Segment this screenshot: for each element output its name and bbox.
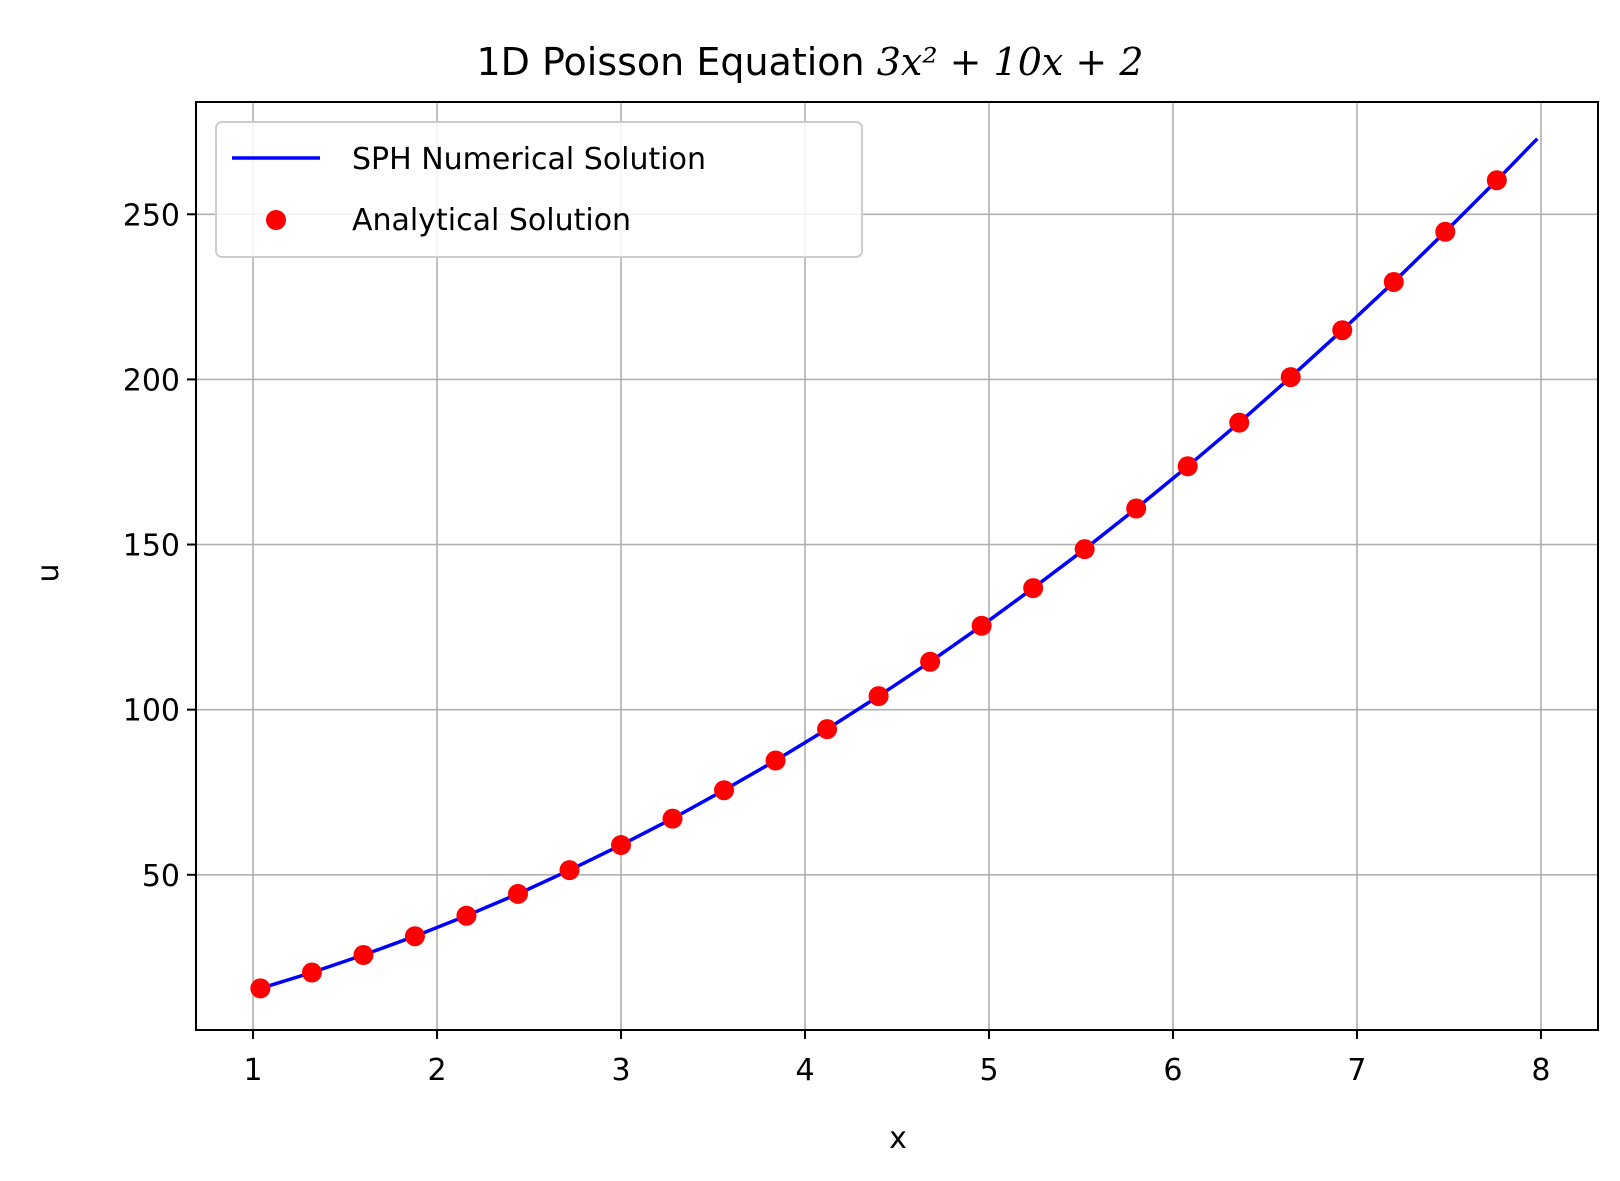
analytical-point: [1435, 221, 1456, 242]
analytical-point: [920, 651, 941, 672]
y-tick-label: 250: [123, 198, 180, 233]
analytical-point: [714, 780, 735, 801]
legend-box: [215, 121, 863, 258]
analytical-point: [456, 905, 477, 926]
analytical-point: [817, 719, 838, 740]
chart-title: 1D Poisson Equation 3x² + 10x + 2: [476, 40, 1143, 84]
analytical-point: [662, 808, 683, 829]
y-tick-label: 200: [123, 363, 180, 398]
analytical-point: [1074, 539, 1095, 560]
legend-label-sph: SPH Numerical Solution: [352, 142, 706, 177]
legend-label-analytical: Analytical Solution: [352, 203, 631, 238]
analytical-point: [765, 750, 786, 771]
analytical-point: [1280, 367, 1301, 388]
x-tick-label: 1: [243, 1053, 262, 1088]
analytical-point: [301, 962, 322, 983]
analytical-point: [250, 978, 271, 999]
analytical-point: [971, 615, 992, 636]
analytical-point: [1177, 456, 1198, 477]
analytical-point: [559, 860, 580, 881]
analytical-point: [611, 835, 632, 856]
analytical-point: [1486, 170, 1507, 191]
analytical-point: [1023, 578, 1044, 599]
x-tick-label: 3: [611, 1053, 630, 1088]
analytical-point: [507, 883, 528, 904]
y-tick-label: 100: [123, 694, 180, 729]
legend-dot-swatch: [266, 210, 286, 230]
chart-title-equation: 3x² + 10x + 2: [877, 40, 1144, 84]
analytical-point: [1383, 271, 1404, 292]
legend: SPH Numerical Solution Analytical Soluti…: [215, 121, 863, 258]
chart-title-prefix: 1D Poisson Equation: [476, 40, 876, 84]
x-tick-label: 8: [1531, 1053, 1550, 1088]
analytical-point: [1332, 320, 1353, 341]
analytical-point: [1126, 498, 1147, 519]
x-tick-label: 4: [795, 1053, 814, 1088]
y-axis-label: u: [31, 563, 66, 582]
y-tick-label: 50: [142, 859, 180, 894]
plot-frame: [195, 101, 1599, 1031]
analytical-point: [353, 945, 374, 966]
analytical-point: [868, 686, 889, 707]
analytical-point: [404, 926, 425, 947]
x-tick-label: 5: [979, 1053, 998, 1088]
x-axis-label: x: [889, 1121, 907, 1156]
x-tick-label: 2: [427, 1053, 446, 1088]
tick-group: 1 2 3 4 5 6 7 8 50 100 150 200 250: [123, 198, 1551, 1088]
y-tick-label: 150: [123, 529, 180, 564]
series-points-group: [250, 170, 1507, 999]
x-tick-label: 7: [1347, 1053, 1366, 1088]
analytical-point: [1229, 412, 1250, 433]
x-tick-label: 6: [1163, 1053, 1182, 1088]
